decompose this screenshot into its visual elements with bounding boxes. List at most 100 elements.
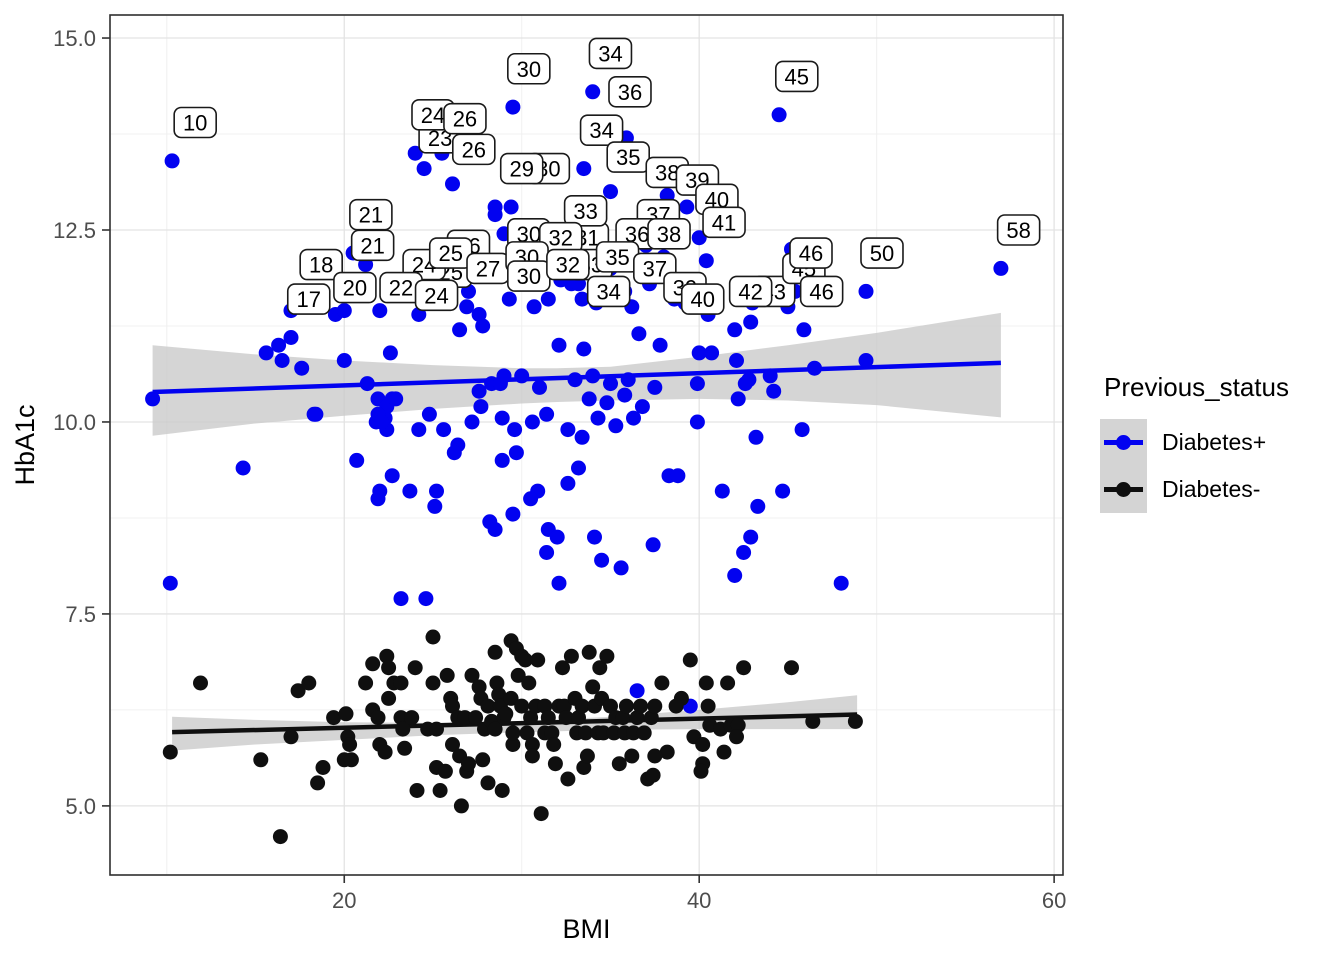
data-point-Diabetes+ bbox=[258, 345, 274, 361]
data-point-Diabetes+ bbox=[714, 483, 730, 499]
data-point-Diabetes+ bbox=[539, 545, 555, 560]
data-point-Diabetes- bbox=[381, 660, 397, 676]
data-point-Diabetes+ bbox=[526, 299, 542, 315]
data-point-Diabetes- bbox=[365, 656, 381, 672]
data-point-Diabetes- bbox=[533, 806, 549, 822]
y-tick-label: 12.5 bbox=[53, 218, 96, 243]
data-point-Diabetes+ bbox=[603, 376, 618, 392]
y-axis-title: HbA1c bbox=[10, 404, 40, 485]
svg-text:24: 24 bbox=[421, 103, 445, 128]
data-point-Diabetes+ bbox=[794, 422, 810, 438]
data-point-Diabetes- bbox=[624, 748, 640, 764]
data-point-Diabetes+ bbox=[599, 395, 615, 411]
trend-line-Diabetes- bbox=[172, 712, 858, 735]
data-point-Diabetes- bbox=[544, 725, 560, 741]
data-point-Diabetes- bbox=[546, 737, 562, 752]
point-label-box: 58 bbox=[996, 214, 1041, 246]
data-point-Diabetes+ bbox=[374, 414, 389, 430]
data-point-Diabetes- bbox=[480, 775, 496, 791]
axis-tick-labels: 20 40 60 5.0 7.5 10.0 12.5 15.0 bbox=[53, 26, 1066, 913]
point-label-box: 25 bbox=[428, 237, 473, 269]
point-labels: 2330373133262524434510303445362426262934… bbox=[173, 37, 1041, 315]
data-point-Diabetes+ bbox=[336, 303, 352, 319]
data-point-Diabetes+ bbox=[617, 387, 633, 403]
data-point-Diabetes- bbox=[445, 698, 460, 714]
data-point-Diabetes+ bbox=[771, 107, 787, 123]
data-point-Diabetes- bbox=[729, 729, 744, 745]
data-point-Diabetes- bbox=[517, 652, 533, 668]
data-point-Diabetes- bbox=[283, 729, 299, 745]
data-point-Diabetes+ bbox=[858, 353, 874, 368]
svg-text:24: 24 bbox=[424, 283, 448, 308]
svg-text:46: 46 bbox=[799, 241, 823, 266]
point-label-box: 24 bbox=[414, 279, 459, 312]
data-point-Diabetes- bbox=[611, 756, 627, 772]
svg-text:50: 50 bbox=[870, 241, 894, 266]
data-point-Diabetes- bbox=[599, 648, 615, 664]
data-point-Diabetes+ bbox=[370, 491, 386, 507]
data-point-Diabetes+ bbox=[508, 445, 524, 461]
data-point-Diabetes- bbox=[606, 725, 622, 741]
svg-text:37: 37 bbox=[643, 256, 667, 281]
data-point-Diabetes+ bbox=[384, 468, 400, 484]
data-point-Diabetes- bbox=[301, 675, 317, 691]
data-points bbox=[145, 84, 1009, 845]
data-point-Diabetes- bbox=[523, 710, 539, 726]
svg-text:26: 26 bbox=[462, 137, 486, 162]
data-point-Diabetes+ bbox=[670, 468, 686, 484]
data-point-Diabetes+ bbox=[164, 153, 180, 169]
data-point-Diabetes- bbox=[581, 644, 597, 660]
data-point-Diabetes+ bbox=[388, 391, 404, 407]
data-point-Diabetes- bbox=[498, 706, 514, 722]
data-point-Diabetes+ bbox=[574, 291, 590, 307]
data-point-Diabetes+ bbox=[145, 391, 161, 407]
legend-entry-diabetes-plus: Diabetes+ bbox=[1100, 419, 1289, 466]
data-point-Diabetes- bbox=[290, 683, 306, 699]
data-point-Diabetes- bbox=[510, 667, 526, 683]
data-point-Diabetes+ bbox=[704, 345, 720, 361]
data-point-Diabetes+ bbox=[727, 568, 743, 583]
data-point-Diabetes- bbox=[647, 698, 663, 714]
svg-text:17: 17 bbox=[297, 287, 321, 312]
data-point-Diabetes+ bbox=[858, 283, 874, 299]
data-point-Diabetes+ bbox=[736, 545, 752, 560]
data-point-Diabetes- bbox=[592, 660, 608, 676]
data-point-Diabetes+ bbox=[647, 379, 663, 395]
data-point-Diabetes- bbox=[519, 725, 535, 741]
data-point-Diabetes- bbox=[547, 756, 563, 772]
data-point-Diabetes- bbox=[695, 737, 711, 752]
svg-text:10: 10 bbox=[183, 111, 207, 136]
svg-text:41: 41 bbox=[712, 210, 736, 235]
data-point-Diabetes- bbox=[464, 667, 480, 683]
data-point-Diabetes+ bbox=[603, 184, 618, 200]
data-point-Diabetes+ bbox=[429, 483, 444, 499]
svg-text:20: 20 bbox=[343, 276, 367, 301]
data-point-Diabetes- bbox=[429, 721, 444, 737]
point-label-box: 17 bbox=[286, 283, 331, 315]
data-point-Diabetes+ bbox=[505, 506, 521, 522]
data-point-Diabetes+ bbox=[730, 391, 746, 407]
data-point-Diabetes- bbox=[530, 652, 546, 668]
data-point-Diabetes- bbox=[521, 675, 537, 691]
svg-text:34: 34 bbox=[589, 118, 613, 143]
data-point-Diabetes+ bbox=[560, 475, 576, 491]
svg-text:30: 30 bbox=[517, 57, 541, 82]
data-point-Diabetes+ bbox=[418, 591, 434, 607]
data-point-Diabetes- bbox=[370, 710, 386, 726]
svg-text:18: 18 bbox=[309, 253, 333, 278]
axis-ticks bbox=[102, 37, 1055, 883]
data-point-Diabetes+ bbox=[427, 498, 443, 514]
data-point-Diabetes- bbox=[505, 737, 521, 752]
data-point-Diabetes- bbox=[377, 744, 393, 760]
data-point-Diabetes+ bbox=[464, 414, 480, 430]
data-point-Diabetes- bbox=[393, 710, 409, 726]
data-point-Diabetes+ bbox=[452, 322, 468, 338]
data-point-Diabetes- bbox=[514, 698, 530, 714]
data-point-Diabetes- bbox=[618, 698, 634, 714]
svg-text:34: 34 bbox=[598, 41, 622, 66]
data-point-Diabetes- bbox=[379, 648, 395, 664]
data-point-Diabetes- bbox=[453, 798, 469, 814]
data-point-Diabetes+ bbox=[737, 376, 753, 392]
data-point-Diabetes- bbox=[730, 717, 746, 733]
data-point-Diabetes+ bbox=[514, 368, 530, 384]
